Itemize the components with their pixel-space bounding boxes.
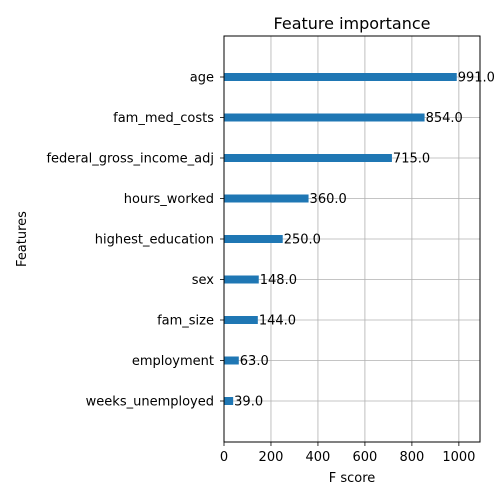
data-label-federal_gross_income_adj: 715.0	[393, 152, 430, 167]
bar-sex	[224, 275, 259, 284]
y-tick-label: fam_med_costs	[113, 111, 214, 126]
data-label-highest_education: 250.0	[284, 233, 321, 248]
x-tick-label: 200	[259, 450, 284, 465]
y-tick-label: weeks_unemployed	[86, 395, 214, 410]
data-label-sex: 148.0	[260, 273, 297, 288]
x-tick-label: 800	[399, 450, 424, 465]
y-tick-label: hours_worked	[124, 192, 214, 207]
bar-weeks_unemployed	[224, 397, 234, 405]
y-tick-label: highest_education	[95, 233, 214, 248]
bar-highest_education	[224, 235, 283, 243]
data-labels: 991.0 854.0 715.0 360.0 250.0 148.0 144.0 63.0 3…	[234, 71, 495, 410]
x-tick-label: 400	[306, 450, 331, 465]
y-axis-label: Features	[15, 211, 30, 267]
data-label-hours_worked: 360.0	[310, 192, 347, 207]
bar-fam_med_costs	[224, 113, 425, 122]
x-axis-label: F score	[329, 471, 376, 486]
x-tick-label: 0	[220, 450, 228, 465]
bar-employment	[224, 356, 239, 365]
bar-fam_size	[224, 316, 258, 324]
y-tick-label: federal_gross_income_adj	[46, 152, 214, 167]
data-label-employment: 63.0	[240, 354, 269, 369]
data-label-fam_size: 144.0	[259, 314, 296, 329]
y-tick-label: sex	[192, 273, 215, 288]
x-tick-label: 600	[353, 450, 378, 465]
x-tick-label: 1000	[442, 450, 475, 465]
bar-age	[224, 73, 457, 81]
y-tick-label: fam_size	[157, 314, 214, 329]
bars	[224, 73, 457, 405]
y-tick-label: employment	[132, 354, 214, 369]
y-tick-label: age	[190, 71, 214, 86]
chart-title: Feature importance	[274, 14, 431, 33]
bar-federal_gross_income_adj	[224, 154, 392, 162]
data-label-fam_med_costs: 854.0	[426, 111, 463, 126]
data-label-weeks_unemployed: 39.0	[234, 395, 263, 410]
axis-ticks: 0 200 400 600 800 1000 age fam_med_costsfederal…	[46, 71, 475, 466]
bar-hours_worked	[224, 194, 309, 203]
data-label-age: 991.0	[458, 71, 495, 86]
